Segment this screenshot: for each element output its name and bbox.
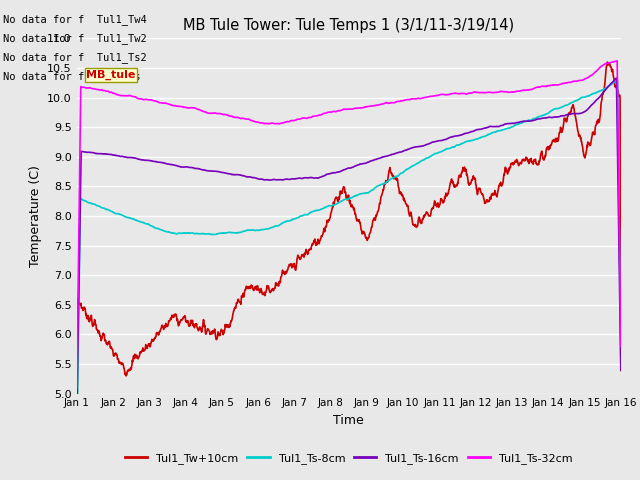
- Text: MB_tule: MB_tule: [86, 70, 136, 80]
- Text: No data for f  Tul1_Ts: No data for f Tul1_Ts: [3, 71, 141, 82]
- Text: No data for f  Tul1_Tw4: No data for f Tul1_Tw4: [3, 13, 147, 24]
- X-axis label: Time: Time: [333, 414, 364, 427]
- Text: No data for f  Tul1_Ts2: No data for f Tul1_Ts2: [3, 52, 147, 63]
- Y-axis label: Temperature (C): Temperature (C): [29, 165, 42, 267]
- Legend: Tul1_Tw+10cm, Tul1_Ts-8cm, Tul1_Ts-16cm, Tul1_Ts-32cm: Tul1_Tw+10cm, Tul1_Ts-8cm, Tul1_Ts-16cm,…: [121, 449, 577, 468]
- Text: No data for f  Tul1_Tw2: No data for f Tul1_Tw2: [3, 33, 147, 44]
- Title: MB Tule Tower: Tule Temps 1 (3/1/11-3/19/14): MB Tule Tower: Tule Temps 1 (3/1/11-3/19…: [183, 18, 515, 33]
